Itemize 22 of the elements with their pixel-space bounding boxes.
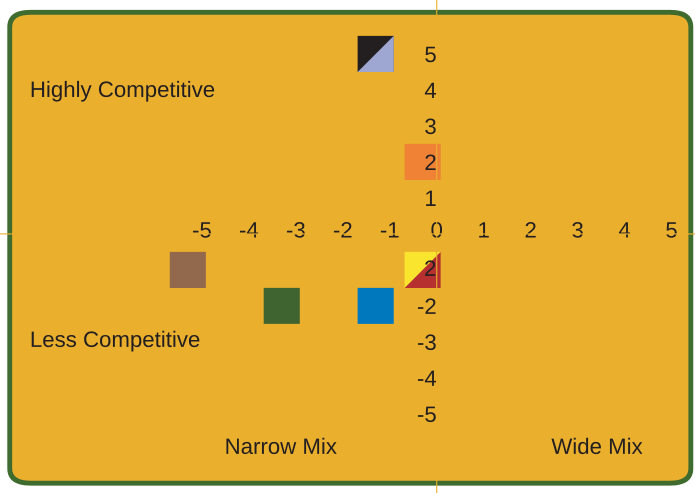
annotation: Less Competitive bbox=[32, 330, 200, 352]
x-tick-label: 2 bbox=[526, 222, 536, 238]
x-tick-label: -1 bbox=[380, 222, 399, 238]
annotation: Wide Mix bbox=[551, 438, 642, 454]
y-tick-label: 1 bbox=[426, 190, 436, 206]
x-tick-label: -5 bbox=[193, 222, 211, 238]
y-tick-label: -4 bbox=[418, 370, 436, 386]
y-tick-label: 2 bbox=[425, 154, 436, 170]
y-tick-label: 5 bbox=[425, 46, 436, 62]
x-tick-label: 5 bbox=[666, 222, 677, 238]
y-tick-label: -2 bbox=[418, 298, 436, 314]
x-tick-label: 1 bbox=[479, 222, 489, 238]
point bbox=[170, 252, 206, 288]
y-tick-label: -5 bbox=[418, 406, 436, 422]
y-tick-label: -3 bbox=[418, 334, 436, 350]
annotation: Highly Competitive bbox=[32, 80, 214, 102]
annotation: Narrow Mix bbox=[226, 438, 337, 454]
y-tick-label: 3 bbox=[425, 118, 436, 134]
y-tick-label: 4 bbox=[424, 82, 436, 98]
x-tick-label: -2 bbox=[334, 222, 352, 238]
point bbox=[358, 288, 394, 324]
point bbox=[264, 288, 300, 324]
